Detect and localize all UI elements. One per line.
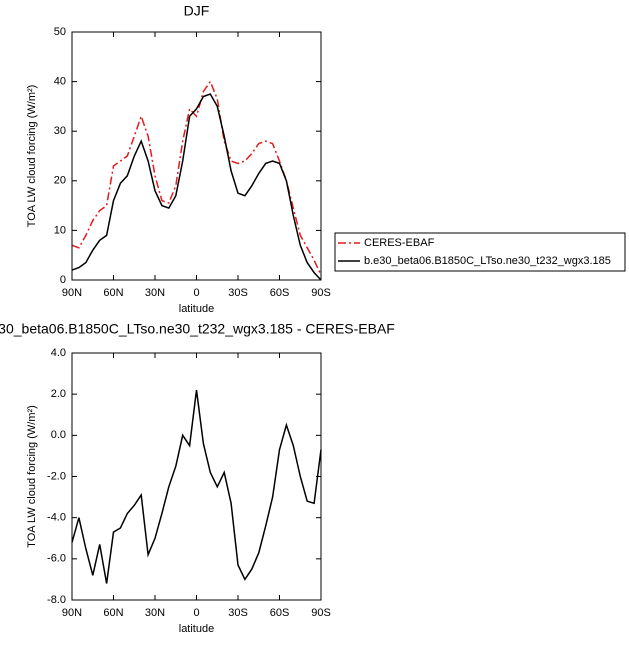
plot-frame (71, 352, 322, 601)
x-tick-label: 60S (270, 607, 290, 619)
y-tick-label: 0 (60, 274, 66, 286)
x-tick-label: 60N (103, 607, 123, 619)
y-axis-label: TOA LW cloud forcing (W/m²) (26, 85, 38, 228)
y-tick-label: 30 (54, 125, 66, 137)
y-tick-label: 50 (54, 26, 66, 38)
legend-label: CERES-EBAF (364, 237, 435, 249)
y-tick-label: -6.0 (47, 553, 66, 565)
series-line (71, 93, 322, 281)
legend-label: b.e30_beta06.B1850C_LTso.ne30_t232_wgx3.… (364, 255, 611, 267)
y-tick-label: 0.0 (51, 429, 66, 441)
chart-title: DJF (184, 3, 210, 19)
chart-title: 30_beta06.B1850C_LTso.ne30_t232_wgx3.185… (0, 321, 395, 337)
x-axis-label: latitude (179, 623, 214, 635)
series-line (71, 390, 322, 584)
legend-box (334, 232, 626, 272)
plot-frame (71, 31, 322, 281)
x-tick-label: 60N (103, 287, 123, 299)
y-axis-label: TOA LW cloud forcing (W/m²) (26, 405, 38, 548)
x-tick-label: 60S (270, 287, 290, 299)
x-axis-label: latitude (179, 303, 214, 315)
x-tick-label: 90S (311, 607, 331, 619)
x-tick-label: 0 (193, 287, 199, 299)
y-tick-label: 2.0 (51, 388, 66, 400)
y-tick-label: 10 (54, 224, 66, 236)
x-tick-label: 90N (62, 287, 82, 299)
y-tick-label: 4.0 (51, 347, 66, 359)
y-tick-label: 20 (54, 175, 66, 187)
x-tick-label: 30N (145, 607, 165, 619)
x-tick-label: 0 (193, 607, 199, 619)
series-line (71, 80, 322, 276)
y-tick-label: -4.0 (47, 512, 66, 524)
y-tick-label: -8.0 (47, 594, 66, 606)
x-tick-label: 90S (311, 287, 331, 299)
y-tick-label: -2.0 (47, 470, 66, 482)
x-tick-label: 30S (228, 607, 248, 619)
x-tick-label: 90N (62, 607, 82, 619)
y-tick-label: 40 (54, 76, 66, 88)
x-tick-label: 30S (228, 287, 248, 299)
x-tick-label: 30N (145, 287, 165, 299)
